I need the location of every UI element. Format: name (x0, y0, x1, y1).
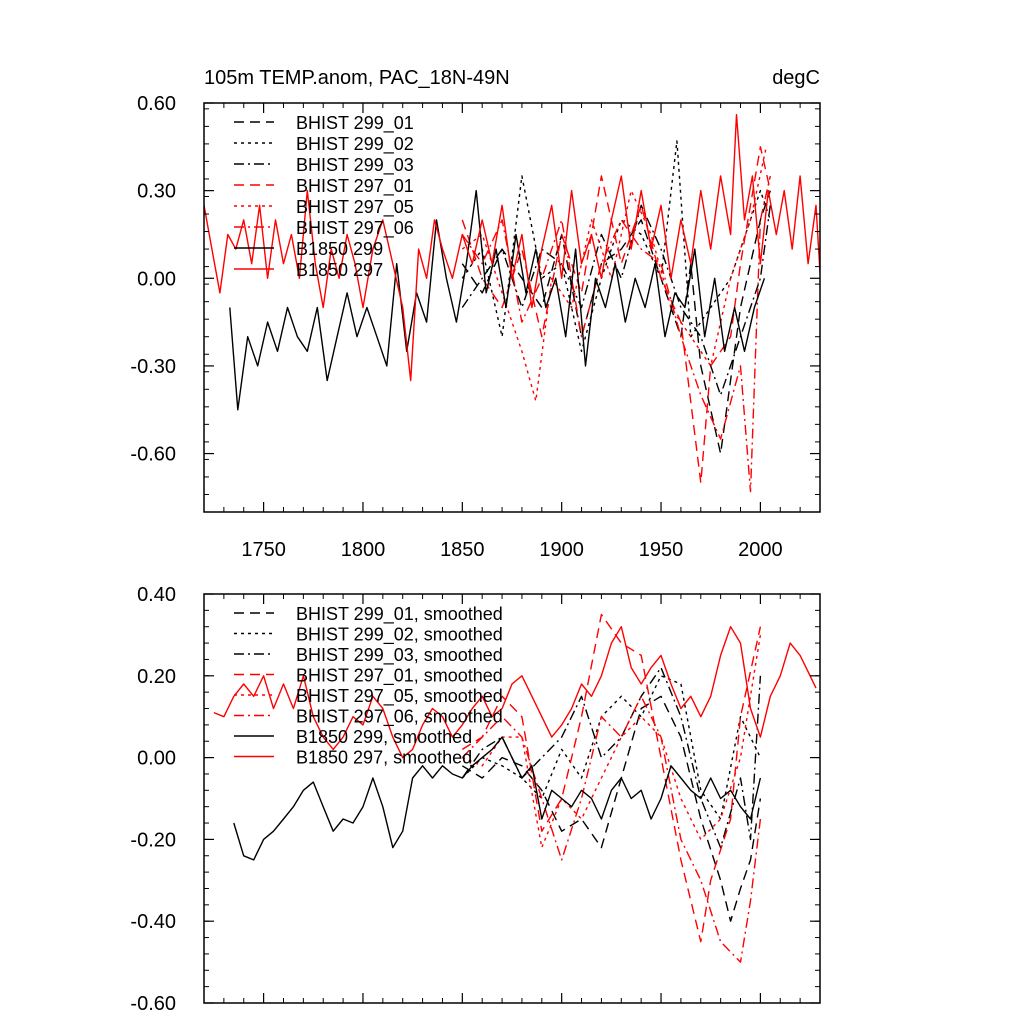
x-tick-label: 2000 (738, 539, 783, 561)
series-group (204, 114, 820, 493)
y-tick-label: 0.40 (137, 584, 176, 606)
legend-label: BHIST 299_03 (296, 155, 414, 176)
series-line-0 (461, 695, 762, 922)
units-label: degC (772, 67, 820, 89)
legend-label: BHIST 299_02 (296, 134, 414, 155)
legend-label: B1850 299 (296, 239, 383, 259)
panel-bottom: 0.40 0.20 0.00 -0.20 -0.40 -0.60 BHIST 299_01… (130, 584, 821, 1015)
x-tick-label: 1900 (539, 539, 584, 561)
series-line-5 (461, 695, 762, 963)
x-tick-label: 1850 (440, 539, 485, 561)
series-line-7 (213, 626, 817, 759)
series-line-4 (462, 634, 762, 849)
axes-group: 1750 1800 1850 1900 1950 2000 0.60 0.30 0.00 -0.3… (130, 93, 821, 561)
legend-label: BHIST 299_02, smoothed (296, 625, 503, 646)
y-tick-label: 0.60 (137, 93, 176, 115)
legend-label: BHIST 299_01, smoothed (296, 604, 503, 625)
x-tick-label: 1750 (241, 539, 286, 561)
axes-group: 0.40 0.20 0.00 -0.20 -0.40 -0.60 (130, 584, 821, 1015)
legend-label: BHIST 297_01 (296, 176, 414, 197)
legend-label: BHIST 297_05 (296, 197, 414, 218)
y-tick-label: -0.20 (130, 829, 176, 851)
legend-label: BHIST 299_03, smoothed (296, 645, 503, 666)
y-tick-label: 0.20 (137, 666, 176, 688)
series-line-6 (229, 189, 766, 411)
y-tick-label: -0.30 (130, 356, 176, 378)
plot-frame (203, 102, 821, 513)
legend-label: BHIST 297_05, smoothed (296, 686, 503, 707)
y-tick-label: 0.00 (137, 748, 176, 770)
series-line-5 (461, 175, 771, 493)
legend-label: B1850 297 (296, 260, 383, 280)
legend-label: B1850 297, smoothed (296, 748, 472, 768)
y-tick-label: -0.40 (130, 911, 176, 933)
series-line-4 (461, 146, 767, 402)
legend-label: B1850 299, smoothed (296, 727, 472, 747)
y-tick-label: -0.60 (130, 993, 176, 1015)
series-line-7 (204, 114, 820, 382)
chart-title: 105m TEMP.anom, PAC_18N-49N (204, 67, 510, 89)
legend-label: BHIST 297_06, smoothed (296, 707, 503, 728)
series-group (213, 613, 817, 963)
series-line-6 (233, 736, 762, 861)
y-tick-label: 0.30 (137, 181, 176, 203)
x-tick-label: 1950 (639, 539, 684, 561)
series-line-1 (461, 140, 771, 352)
series-line-3 (461, 146, 771, 484)
legend-label: BHIST 297_01, smoothed (296, 666, 503, 687)
y-tick-label: -0.60 (130, 444, 176, 466)
legend-label: BHIST 297_06 (296, 218, 414, 239)
x-tick-label: 1800 (341, 539, 386, 561)
panel-top: 105m TEMP.anom, PAC_18N-49N degC 1750 180… (130, 67, 821, 561)
legend-label: BHIST 299_01 (296, 113, 414, 134)
series-line-1 (461, 675, 762, 820)
plot-frame (203, 593, 821, 1004)
series-line-3 (461, 613, 762, 943)
y-tick-label: 0.00 (137, 268, 176, 290)
